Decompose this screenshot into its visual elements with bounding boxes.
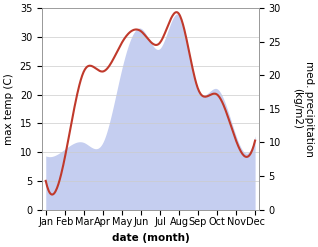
- Y-axis label: max temp (C): max temp (C): [4, 73, 14, 145]
- Y-axis label: med. precipitation
(kg/m2): med. precipitation (kg/m2): [292, 61, 314, 157]
- X-axis label: date (month): date (month): [112, 233, 189, 243]
